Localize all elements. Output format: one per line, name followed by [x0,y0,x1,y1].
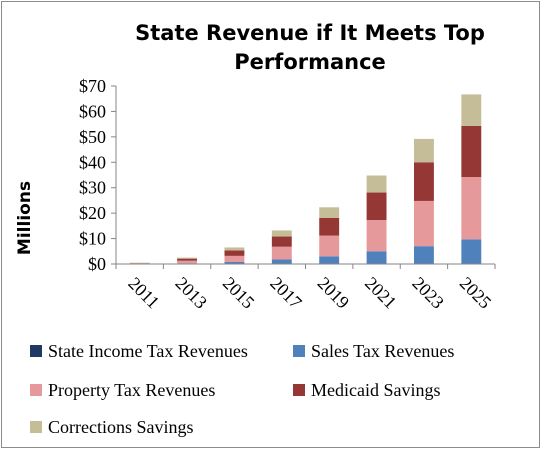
y-tick-label: $30 [79,178,106,198]
x-tick-label-2013: 2013 [172,273,212,313]
bar-property-tax-revenues-2019 [319,235,340,257]
chart-title-line-1: State Revenue if It Meets Top [135,21,485,45]
legend-label-medicaid-savings: Medicaid Savings [311,380,440,400]
bar-corrections-savings-2011 [129,262,150,264]
bar-medicaid-savings-2013 [177,258,198,261]
legend-swatch-corrections-savings [30,421,42,433]
legend-swatch-medicaid-savings [293,384,305,396]
y-tick-labels: $0 $10 $20 $30 $40 $50 $60 $70 [79,76,116,274]
x-tick-label-2023: 2023 [408,273,448,313]
bar-sales-tax-revenues-2021 [366,251,387,264]
y-axis-label: Millions [15,181,35,255]
y-tick-label: $70 [79,76,106,96]
y-tick-label: $50 [79,127,106,147]
bar-sales-tax-revenues-2019 [319,256,340,264]
x-tick-label-2017: 2017 [266,273,306,313]
bar-corrections-savings-2021 [366,175,387,193]
legend: State Income Tax Revenues Sales Tax Reven… [30,341,454,437]
bar-medicaid-savings-2025 [461,125,482,178]
bar-corrections-savings-2017 [271,230,292,237]
bar-corrections-savings-2015 [224,247,245,251]
bar-corrections-savings-2025 [461,94,482,126]
x-tick-label-2021: 2021 [361,273,401,313]
bar-property-tax-revenues-2021 [366,220,387,252]
y-tick-label: $40 [79,152,106,172]
legend-label-sales-tax-revenues: Sales Tax Revenues [311,341,454,361]
legend-label-state-income-tax-revenues: State Income Tax Revenues [48,341,248,361]
bar-medicaid-savings-2021 [366,192,387,221]
x-tick-label-2025: 2025 [456,273,496,313]
legend-label-corrections-savings: Corrections Savings [48,417,194,437]
y-tick-label: $20 [79,203,106,223]
bar-sales-tax-revenues-2025 [461,239,482,264]
y-tick-label: $10 [79,229,106,249]
bar-property-tax-revenues-2017 [271,246,292,260]
y-tick-label: $0 [88,254,106,274]
y-tick-label: $60 [79,101,106,121]
chart-title-line-2: Performance [234,50,386,74]
x-tick-label-2015: 2015 [219,273,259,313]
legend-swatch-property-tax-revenues [30,384,42,396]
legend-swatch-sales-tax-revenues [293,345,305,357]
bar-corrections-savings-2019 [319,207,340,218]
bar-medicaid-savings-2019 [319,217,340,236]
bar-medicaid-savings-2023 [413,162,434,201]
x-tick-labels: 2011 2013 2015 2017 2019 2021 2023 2025 [115,264,496,313]
bar-sales-tax-revenues-2015 [224,261,245,264]
bar-sales-tax-revenues-2023 [413,246,434,264]
bar-property-tax-revenues-2025 [461,177,482,240]
legend-swatch-state-income-tax-revenues [30,345,42,357]
bars-group [129,94,482,264]
bar-corrections-savings-2013 [177,257,198,259]
bar-property-tax-revenues-2013 [177,260,198,264]
legend-label-property-tax-revenues: Property Tax Revenues [48,380,215,400]
bar-sales-tax-revenues-2017 [271,259,292,264]
bar-property-tax-revenues-2015 [224,255,245,262]
bar-medicaid-savings-2015 [224,250,245,256]
bar-medicaid-savings-2017 [271,236,292,247]
bar-corrections-savings-2023 [413,138,434,163]
x-tick-label-2019: 2019 [314,273,354,313]
x-tick-label-2011: 2011 [124,273,163,312]
bar-property-tax-revenues-2023 [413,200,434,247]
